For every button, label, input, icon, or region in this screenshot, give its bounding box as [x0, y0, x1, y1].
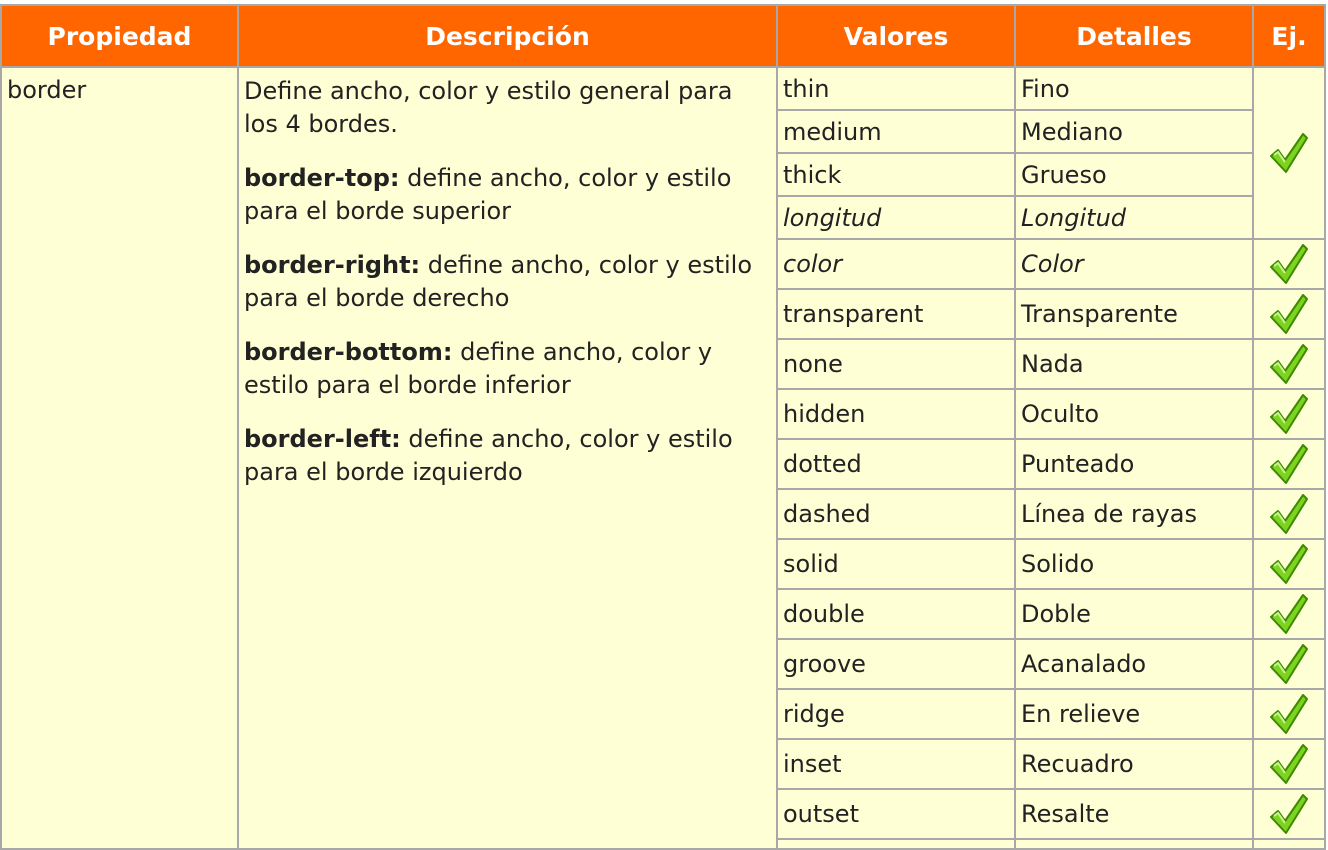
table-row: groove Acanalado	[1, 638, 1326, 690]
table-row: solid Solido	[1, 538, 1326, 590]
value-cell: color	[776, 238, 1016, 290]
description-keyword: border-top:	[244, 164, 400, 192]
checkmark-icon	[1270, 594, 1308, 634]
detail-cell: Solido	[1014, 538, 1254, 590]
table-row: medium Mediano	[1, 109, 1325, 154]
header-row: Propiedad Descripción Valores Detalles E…	[0, 4, 1326, 68]
example-cell[interactable]	[1252, 238, 1326, 290]
example-cell	[1252, 838, 1326, 850]
property-description: Define ancho, color y estilo general par…	[237, 66, 778, 850]
checkmark-icon	[1270, 133, 1308, 173]
description-paragraph: border-top: define ancho, color y estilo…	[244, 164, 732, 225]
value-cell: transparent	[776, 288, 1016, 340]
table-row: inset Recuadro	[1, 738, 1326, 790]
detail-cell: Línea de rayas	[1014, 488, 1254, 540]
value-cell: ridge	[776, 688, 1016, 740]
header-descripcion: Descripción	[237, 4, 778, 68]
description-paragraph: border-left: define ancho, color y estil…	[244, 425, 733, 486]
example-cell[interactable]	[1252, 688, 1326, 740]
detail-cell: En relieve	[1014, 688, 1254, 740]
detail-cell: Longitud	[1014, 195, 1254, 240]
description-paragraph: border-right: define ancho, color y esti…	[244, 251, 753, 312]
header-ejemplo: Ej.	[1252, 4, 1326, 68]
detail-cell: Acanalado	[1014, 638, 1254, 690]
checkmark-icon	[1270, 244, 1308, 284]
table-row: transparent Transparente	[1, 288, 1326, 340]
table-row: none Nada	[1, 338, 1326, 390]
table-row: thick Grueso	[1, 152, 1325, 197]
value-cell: thick	[776, 152, 1016, 197]
example-cell[interactable]	[1252, 538, 1326, 590]
table-row: hidden Oculto	[1, 388, 1326, 440]
value-cell: hidden	[776, 388, 1016, 440]
detail-cell: Doble	[1014, 588, 1254, 640]
value-cell: outset	[776, 788, 1016, 840]
value-cell	[776, 838, 1016, 850]
value-cell: dotted	[776, 438, 1016, 490]
example-cell[interactable]	[1252, 638, 1326, 690]
description-keyword: border-left:	[244, 425, 401, 453]
value-cell: thin	[776, 66, 1016, 111]
table-row: color Color	[1, 238, 1326, 290]
detail-cell: Recuadro	[1014, 738, 1254, 790]
detail-cell: Resalte	[1014, 788, 1254, 840]
table-row: double Doble	[1, 588, 1326, 640]
css-property-table: Propiedad Descripción Valores Detalles E…	[0, 4, 1326, 850]
checkmark-icon	[1270, 494, 1308, 534]
checkmark-icon	[1270, 344, 1308, 384]
value-cell: longitud	[776, 195, 1016, 240]
checkmark-icon	[1270, 794, 1308, 834]
detail-cell: Transparente	[1014, 288, 1254, 340]
example-cell[interactable]	[1252, 738, 1326, 790]
example-cell[interactable]	[1252, 338, 1326, 390]
value-cell: none	[776, 338, 1016, 390]
example-cell[interactable]	[1252, 488, 1326, 540]
example-cell[interactable]	[1252, 588, 1326, 640]
checkmark-icon	[1270, 694, 1308, 734]
value-cell: medium	[776, 109, 1016, 154]
value-cell: inset	[776, 738, 1016, 790]
example-cell[interactable]	[1252, 438, 1326, 490]
detail-cell: Nada	[1014, 338, 1254, 390]
detail-cell: Punteado	[1014, 438, 1254, 490]
header-detalles: Detalles	[1014, 4, 1254, 68]
value-cell: double	[776, 588, 1016, 640]
detail-cell: Color	[1014, 238, 1254, 290]
example-cell[interactable]	[1252, 388, 1326, 440]
example-cell[interactable]	[1252, 788, 1326, 840]
example-cell[interactable]	[1252, 66, 1326, 240]
table-row: dotted Punteado	[1, 438, 1326, 490]
description-paragraph: Define ancho, color y estilo general par…	[244, 77, 733, 138]
property-name: border	[0, 66, 239, 850]
header-valores: Valores	[776, 4, 1016, 68]
checkmark-icon	[1270, 544, 1308, 584]
detail-cell: Oculto	[1014, 388, 1254, 440]
checkmark-icon	[1270, 294, 1308, 334]
value-cell: groove	[776, 638, 1016, 690]
description-keyword: border-right:	[244, 251, 421, 279]
example-cell[interactable]	[1252, 288, 1326, 340]
checkmark-icon	[1270, 744, 1308, 784]
table-row: border Define ancho, color y estilo gene…	[0, 66, 1326, 850]
table-row: ridge En relieve	[1, 688, 1326, 740]
header-propiedad: Propiedad	[0, 4, 239, 68]
detail-cell: Fino	[1014, 66, 1254, 111]
value-cell: solid	[776, 538, 1016, 590]
description-paragraph: border-bottom: define ancho, color y est…	[244, 338, 713, 399]
table-row: longitud Longitud	[1, 195, 1325, 240]
table-row: outset Resalte	[1, 788, 1326, 840]
checkmark-icon	[1270, 644, 1308, 684]
description-keyword: border-bottom:	[244, 338, 453, 366]
checkmark-icon	[1270, 444, 1308, 484]
table-row: dashed Línea de rayas	[1, 488, 1326, 540]
value-cell: dashed	[776, 488, 1016, 540]
detail-cell	[1014, 838, 1254, 850]
detail-cell: Grueso	[1014, 152, 1254, 197]
detail-cell: Mediano	[1014, 109, 1254, 154]
checkmark-icon	[1270, 394, 1308, 434]
